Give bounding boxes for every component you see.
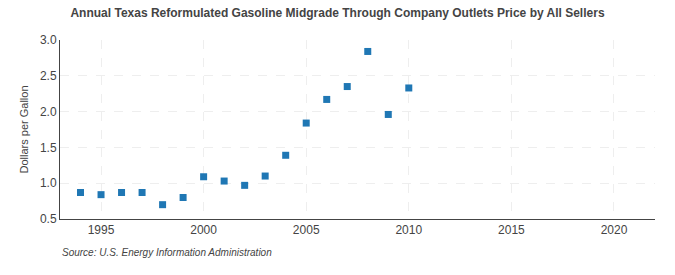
svg-text:3.0: 3.0 [40, 33, 57, 47]
svg-text:1.0: 1.0 [40, 176, 57, 190]
svg-text:Annual Texas Reformulated Gaso: Annual Texas Reformulated Gasoline Midgr… [70, 6, 604, 20]
svg-text:2005: 2005 [293, 223, 320, 237]
svg-text:1.5: 1.5 [40, 141, 57, 155]
svg-text:2000: 2000 [190, 223, 217, 237]
svg-text:Source: U.S. Energy Informatio: Source: U.S. Energy Information Administ… [62, 247, 272, 258]
svg-text:2.5: 2.5 [40, 69, 57, 83]
svg-text:1995: 1995 [88, 223, 115, 237]
svg-text:2015: 2015 [498, 223, 525, 237]
svg-text:Dollars per Gallon: Dollars per Gallon [18, 85, 30, 173]
svg-text:2010: 2010 [395, 223, 422, 237]
svg-text:2020: 2020 [601, 223, 628, 237]
svg-text:0.5: 0.5 [40, 212, 57, 226]
svg-text:2.0: 2.0 [40, 105, 57, 119]
